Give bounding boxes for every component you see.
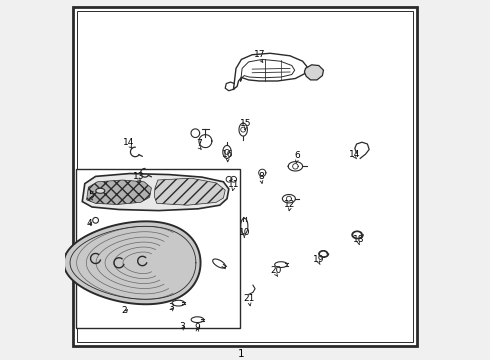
- Text: 14: 14: [349, 150, 361, 158]
- Text: 13: 13: [133, 172, 145, 181]
- Text: 4: 4: [87, 219, 92, 228]
- Text: 14: 14: [123, 138, 135, 147]
- Bar: [76, 169, 240, 328]
- Text: 3: 3: [169, 303, 174, 312]
- Text: 7: 7: [196, 139, 202, 148]
- Text: 18: 18: [353, 235, 364, 244]
- Text: 19: 19: [313, 255, 324, 264]
- Text: 15: 15: [240, 118, 251, 127]
- Text: 1: 1: [238, 348, 245, 359]
- Polygon shape: [82, 174, 229, 211]
- Text: 20: 20: [270, 266, 281, 275]
- Text: 10: 10: [239, 228, 250, 237]
- Text: 11: 11: [228, 180, 239, 189]
- Text: 9: 9: [195, 323, 200, 332]
- Polygon shape: [64, 221, 200, 304]
- Text: 6: 6: [294, 151, 300, 160]
- Text: 12: 12: [284, 200, 295, 209]
- Polygon shape: [154, 178, 225, 205]
- Ellipse shape: [96, 188, 105, 193]
- Text: 16: 16: [222, 150, 233, 159]
- Polygon shape: [304, 65, 323, 80]
- Text: 17: 17: [254, 50, 266, 59]
- Text: 8: 8: [258, 172, 264, 181]
- Text: 21: 21: [244, 294, 255, 303]
- Polygon shape: [87, 180, 151, 204]
- Text: 5: 5: [88, 191, 94, 199]
- Text: 2: 2: [122, 306, 127, 315]
- Text: 3: 3: [179, 323, 185, 331]
